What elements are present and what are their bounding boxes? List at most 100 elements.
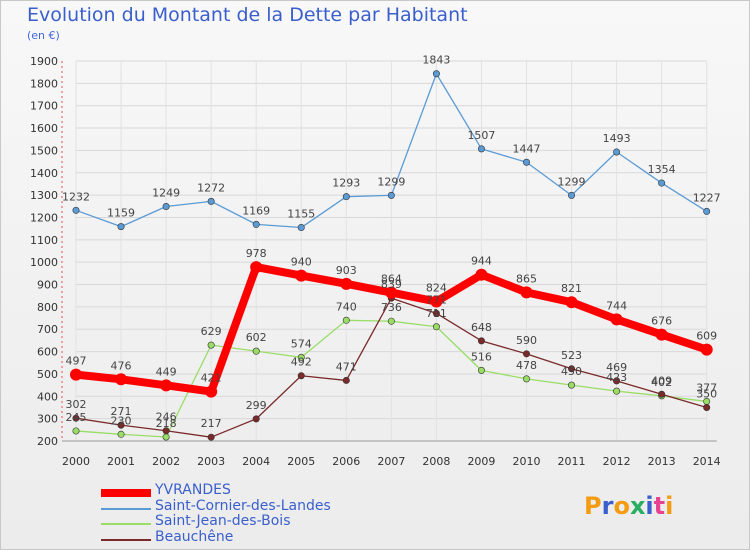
legend-swatch — [101, 489, 151, 497]
data-label: 246 — [156, 411, 177, 424]
x-tick-label: 2000 — [62, 455, 90, 468]
data-label: 377 — [696, 381, 717, 394]
data-label: 1299 — [558, 175, 586, 188]
data-point — [295, 269, 308, 282]
data-label: 978 — [246, 247, 267, 260]
data-point — [252, 415, 260, 423]
data-label: 676 — [651, 315, 672, 328]
data-point — [568, 381, 576, 389]
data-point — [432, 70, 440, 78]
y-tick-label: 1700 — [30, 100, 58, 113]
y-tick-label: 900 — [37, 279, 58, 292]
data-point — [162, 203, 170, 211]
legend-swatch — [101, 507, 151, 510]
data-point — [658, 390, 666, 398]
y-tick-label: 1200 — [30, 211, 58, 224]
data-label: 302 — [66, 398, 87, 411]
legend-label: Saint-Cornier-des-Landes — [155, 497, 331, 514]
data-label: 1299 — [377, 175, 405, 188]
data-label: 523 — [561, 349, 582, 362]
y-tick-label: 200 — [37, 435, 58, 448]
y-tick-label: 600 — [37, 346, 58, 359]
data-label: 449 — [156, 365, 177, 378]
data-point — [477, 366, 485, 374]
data-label: 1272 — [197, 181, 225, 194]
data-point — [613, 148, 621, 156]
data-label: 740 — [336, 300, 357, 313]
data-point — [72, 414, 80, 422]
data-label: 230 — [111, 414, 132, 427]
data-label: 839 — [381, 278, 402, 291]
x-tick-label: 2010 — [513, 455, 541, 468]
data-point — [117, 223, 125, 231]
data-label: 469 — [606, 361, 627, 374]
data-label: 1843 — [422, 54, 450, 67]
data-point — [340, 277, 353, 290]
y-tick-label: 1600 — [30, 122, 58, 135]
data-point — [342, 193, 350, 201]
chart-title: Evolution du Montant de la Dette par Hab… — [27, 4, 468, 26]
x-tick-label: 2006 — [332, 455, 360, 468]
y-tick-label: 700 — [37, 323, 58, 336]
data-label: 865 — [516, 272, 537, 285]
data-point — [520, 286, 533, 299]
data-label: 1447 — [513, 142, 541, 155]
data-point — [703, 207, 711, 215]
data-label: 409 — [651, 374, 672, 387]
data-label: 478 — [516, 359, 537, 372]
x-tick-label: 2001 — [107, 455, 135, 468]
x-tick-label: 2009 — [467, 455, 495, 468]
data-point — [522, 158, 530, 166]
data-label: 476 — [111, 359, 132, 372]
data-label: 516 — [471, 350, 492, 363]
data-point — [160, 379, 173, 392]
data-label: 903 — [336, 264, 357, 277]
data-label: 1507 — [467, 129, 495, 142]
data-point — [522, 375, 530, 383]
data-point — [70, 368, 82, 381]
data-point — [613, 387, 621, 395]
y-tick-label: 300 — [37, 413, 58, 426]
y-tick-label: 500 — [37, 368, 58, 381]
data-point — [477, 337, 485, 345]
data-point — [207, 433, 215, 441]
y-tick-label: 1100 — [30, 234, 58, 247]
data-point — [117, 430, 125, 438]
data-point — [613, 377, 621, 385]
y-tick-label: 1500 — [30, 144, 58, 157]
x-tick-label: 2007 — [377, 455, 405, 468]
data-point — [387, 191, 395, 199]
data-label: 824 — [426, 282, 447, 295]
data-point — [385, 286, 398, 299]
x-tick-label: 2002 — [152, 455, 180, 468]
data-label: 711 — [426, 307, 447, 320]
data-point — [432, 309, 440, 317]
data-label: 299 — [246, 399, 267, 412]
data-point — [700, 343, 713, 356]
data-label: 245 — [66, 411, 87, 424]
data-point — [162, 433, 170, 441]
data-point — [115, 373, 128, 386]
data-label: 492 — [291, 356, 312, 369]
data-label: 271 — [111, 405, 132, 418]
proxiti-logo: Proxiti — [584, 492, 674, 520]
data-point — [703, 403, 711, 411]
data-point — [568, 191, 576, 199]
legend-swatch — [101, 538, 151, 541]
data-point — [475, 268, 488, 281]
unit-label: (en €) — [27, 29, 60, 42]
legend-swatch — [101, 523, 151, 525]
data-point — [117, 421, 125, 429]
data-point — [207, 197, 215, 205]
data-point — [297, 372, 305, 380]
data-point — [655, 328, 668, 341]
x-tick-label: 2005 — [287, 455, 315, 468]
data-label: 1293 — [332, 177, 360, 190]
data-label: 1249 — [152, 187, 180, 200]
data-point — [250, 261, 263, 274]
data-label: 1354 — [648, 163, 676, 176]
legend-label: Saint-Jean-des-Bois — [155, 513, 291, 529]
legend-label: Beauchêne — [155, 528, 234, 545]
data-label: 771 — [426, 293, 447, 306]
